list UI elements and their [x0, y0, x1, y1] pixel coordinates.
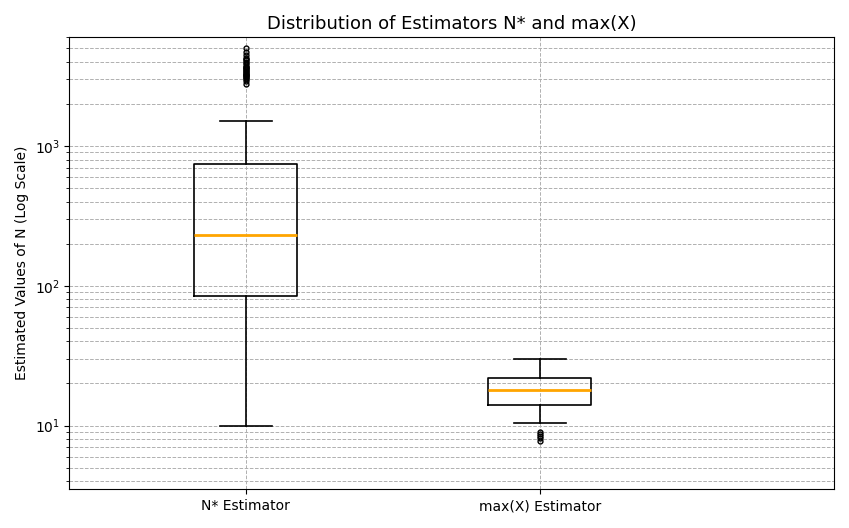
Y-axis label: Estimated Values of N (Log Scale): Estimated Values of N (Log Scale): [15, 146, 29, 381]
Title: Distribution of Estimators N* and max(X): Distribution of Estimators N* and max(X): [267, 15, 637, 33]
